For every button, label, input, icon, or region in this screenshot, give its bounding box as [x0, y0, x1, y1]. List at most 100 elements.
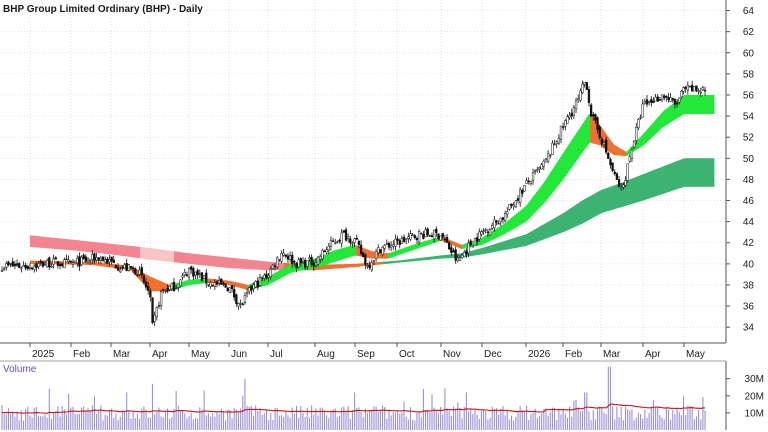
- candle-body: [56, 261, 60, 266]
- x-tick-label: May: [191, 349, 210, 360]
- candle-body: [433, 229, 436, 240]
- slow-ribbon-segment: [684, 158, 687, 187]
- candle-body: [329, 240, 333, 247]
- slow-ribbon-segment: [540, 225, 543, 241]
- slow-ribbon-segment: [398, 260, 401, 263]
- slow-ribbon-segment: [226, 257, 229, 268]
- candle-body: [252, 284, 255, 289]
- candle-body: [344, 229, 348, 241]
- candle-body: [353, 238, 356, 243]
- fast-ribbon-segment: [500, 224, 503, 237]
- candle-body: [159, 291, 163, 306]
- slow-ribbon-segment: [104, 243, 107, 254]
- fast-ribbon-segment: [456, 242, 459, 248]
- slow-ribbon-segment: [232, 257, 235, 269]
- fast-ribbon-segment: [274, 272, 277, 282]
- x-tick-label: Jun: [231, 349, 247, 360]
- slow-ribbon-segment: [484, 246, 487, 254]
- fast-ribbon-segment: [352, 245, 355, 257]
- fast-ribbon-segment: [272, 273, 275, 283]
- candle-body: [254, 281, 257, 288]
- slow-ribbon-segment: [576, 203, 579, 227]
- slow-ribbon-segment: [530, 230, 533, 245]
- fast-ribbon-segment: [582, 121, 585, 154]
- slow-ribbon-segment: [610, 186, 613, 211]
- candle-body: [196, 270, 199, 276]
- candle-body: [172, 281, 176, 292]
- candle-body: [613, 171, 616, 174]
- candle-body: [413, 235, 416, 239]
- fast-ribbon-segment: [504, 222, 507, 235]
- fast-ribbon-segment: [678, 98, 681, 118]
- x-tick-label: Mar: [603, 349, 621, 360]
- fast-ribbon-segment: [242, 283, 245, 290]
- candle-body: [396, 238, 399, 241]
- candle-body: [607, 152, 610, 159]
- candle-body: [235, 294, 238, 304]
- fast-ribbon-segment: [290, 263, 293, 274]
- fast-ribbon-segment: [558, 157, 561, 186]
- slow-ribbon-segment: [580, 200, 583, 225]
- slow-ribbon-segment: [46, 236, 49, 249]
- candle-body: [263, 274, 266, 279]
- slow-ribbon-segment: [212, 255, 215, 267]
- slow-ribbon-segment: [568, 208, 571, 230]
- fast-ribbon-segment: [238, 282, 241, 288]
- candle-body: [620, 187, 623, 189]
- slow-ribbon-segment: [418, 257, 421, 261]
- slow-ribbon-segment: [346, 264, 349, 268]
- slow-ribbon-segment: [98, 242, 101, 254]
- fast-ribbon-segment: [614, 144, 617, 156]
- slow-ribbon-segment: [670, 162, 673, 192]
- candle-body: [495, 220, 498, 223]
- slow-ribbon-segment: [652, 169, 655, 198]
- fast-ribbon-segment: [354, 245, 357, 256]
- slow-ribbon-segment: [124, 245, 127, 257]
- candle-body: [99, 257, 103, 261]
- slow-ribbon-segment: [40, 236, 43, 248]
- candle-body: [215, 281, 219, 285]
- slow-ribbon-segment: [404, 259, 407, 263]
- slow-ribbon-segment: [106, 243, 109, 255]
- slow-ribbon-segment: [178, 251, 181, 263]
- candle-body: [349, 238, 352, 244]
- fast-ribbon-segment: [648, 126, 651, 142]
- slow-ribbon-segment: [280, 262, 283, 271]
- slow-ribbon-segment: [322, 264, 325, 270]
- y-tick-label: 54: [743, 112, 755, 123]
- candle-body: [678, 97, 681, 103]
- candle-body: [91, 254, 94, 260]
- candle-body: [299, 258, 303, 264]
- candle-body: [71, 262, 75, 265]
- slow-ribbon-segment: [516, 236, 519, 248]
- slow-ribbon-segment: [598, 190, 601, 215]
- slow-ribbon-segment: [602, 188, 605, 213]
- candle-body: [280, 253, 283, 262]
- slow-ribbon-segment: [362, 263, 365, 267]
- slow-ribbon-segment: [100, 242, 103, 254]
- slow-ribbon-segment: [204, 254, 207, 266]
- slow-ribbon-segment: [66, 239, 69, 250]
- candle-body: [151, 297, 154, 323]
- y-tick-label: 38: [743, 280, 755, 291]
- fast-ribbon-segment: [492, 229, 495, 241]
- candle-body: [501, 217, 505, 220]
- candle-body: [602, 142, 606, 145]
- candle-body: [202, 274, 206, 279]
- fast-ribbon-segment: [644, 130, 647, 145]
- slow-ribbon-segment: [542, 224, 545, 240]
- candle-body: [9, 263, 12, 265]
- slow-ribbon-segment: [326, 264, 329, 270]
- fast-ribbon-segment: [692, 94, 695, 114]
- candle-body: [119, 269, 122, 273]
- slow-ribbon-segment: [632, 177, 635, 204]
- slow-ribbon-segment: [432, 256, 435, 260]
- candle-body: [570, 112, 573, 117]
- slow-ribbon-segment: [690, 158, 693, 187]
- slow-ribbon-segment: [96, 242, 99, 253]
- slow-ribbon-segment: [452, 254, 455, 259]
- candle-body: [589, 104, 593, 117]
- fast-ribbon-segment: [424, 240, 427, 247]
- slow-ribbon-segment: [196, 254, 199, 265]
- y-tick-label: 64: [743, 6, 755, 17]
